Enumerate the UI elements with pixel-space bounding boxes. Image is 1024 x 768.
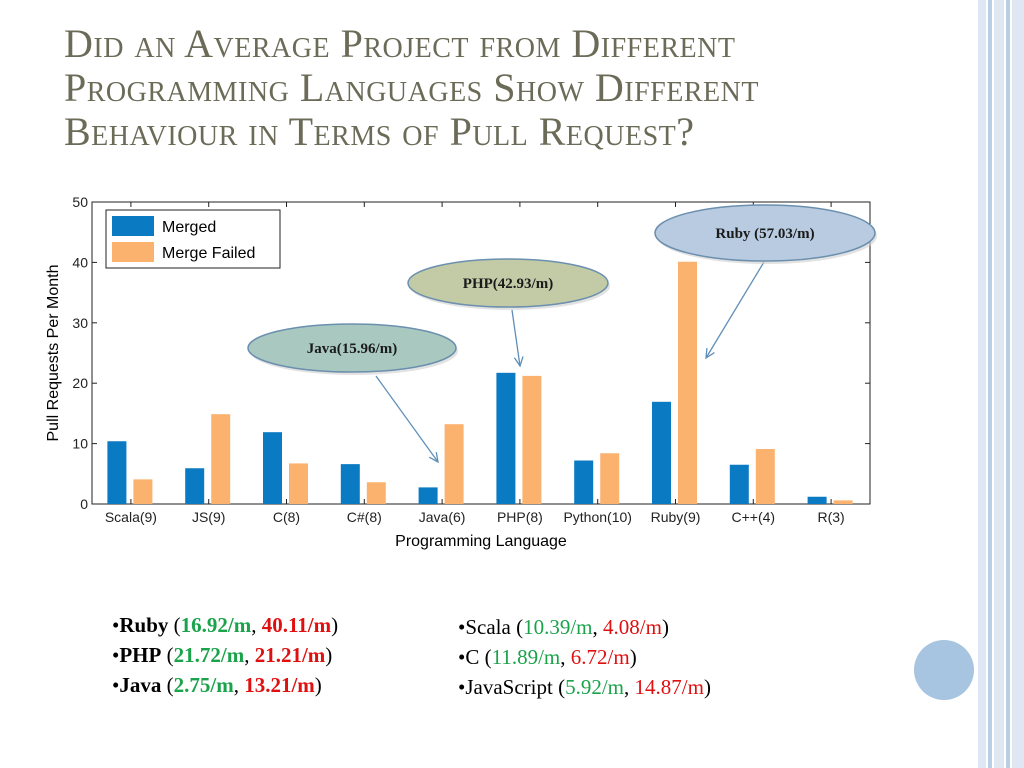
bar-merge-failed	[366, 482, 386, 504]
bar-merged	[729, 464, 749, 504]
decor-stripe	[1006, 0, 1010, 768]
y-tick-label: 40	[72, 254, 88, 270]
y-tick-label: 20	[72, 375, 88, 391]
bullet-lang: JavaScript	[465, 675, 553, 699]
y-tick-label: 50	[72, 194, 88, 210]
bullet-item: •Ruby (16.92/m, 40.11/m)	[112, 613, 339, 637]
decor-stripe	[994, 0, 1004, 768]
title-line: Programming Languages Show Different	[64, 65, 759, 110]
bullet-item: •PHP (21.72/m, 21.21/m)	[112, 643, 333, 667]
callout-arrow-head	[513, 356, 524, 368]
y-axis-label: Pull Requests Per Month	[45, 265, 62, 442]
bullet-item: •Scala (10.39/m, 4.08/m)	[458, 615, 669, 639]
merged-value: 5.92/m	[565, 675, 625, 699]
bar-merged	[107, 441, 127, 504]
bullet-lang: C	[465, 645, 480, 669]
bar-merge-failed	[133, 479, 153, 504]
callout-bubble	[247, 323, 457, 373]
callout-arrow-line	[705, 261, 765, 359]
title-line: Behaviour in Terms of Pull Request?	[64, 109, 695, 154]
legend-label: Merged	[162, 219, 216, 236]
bar-merged	[263, 432, 282, 504]
callout-arrow-head	[428, 452, 439, 464]
bar-merged	[496, 372, 516, 504]
callout-label: Java(15.96/m)	[307, 341, 397, 357]
decor-circle	[914, 640, 974, 700]
failed-value: 40.11/m	[261, 613, 332, 637]
callout-label: PHP(42.93/m)	[463, 276, 553, 292]
x-tick-label: Scala(9)	[105, 509, 157, 525]
bar-merged	[185, 468, 205, 504]
merged-value: 11.89/m	[491, 645, 561, 669]
x-tick-label: PHP(8)	[497, 509, 543, 525]
x-tick-label: Java(6)	[419, 509, 466, 525]
bar-merge-failed	[755, 449, 775, 504]
bar-merge-failed	[678, 261, 697, 504]
bullet-lang: Java	[119, 673, 162, 697]
bar-merged	[652, 401, 671, 504]
decor-stripe	[978, 0, 986, 768]
slide-title: Did an Average Project from Different Pr…	[64, 22, 944, 154]
legend-label: Merge Failed	[162, 245, 255, 262]
bullet-lang: Scala	[465, 615, 511, 639]
bar-merged	[807, 496, 827, 504]
x-tick-label: C(8)	[273, 509, 300, 525]
bar-merge-failed	[289, 463, 308, 504]
legend-swatch	[112, 242, 154, 262]
callout-bubble	[654, 204, 876, 262]
callout-arrow-line	[511, 309, 521, 367]
x-tick-label: C#(8)	[347, 509, 382, 525]
x-axis-label: Programming Language	[395, 533, 567, 550]
bar-merge-failed	[833, 500, 853, 504]
x-tick-label: C++(4)	[732, 509, 776, 525]
decor-stripe	[1012, 0, 1024, 768]
failed-value: 14.87/m	[634, 675, 704, 699]
x-tick-label: Python(10)	[563, 509, 631, 525]
bar-merged	[418, 487, 438, 504]
bar-merged	[574, 460, 594, 504]
merged-value: 2.75/m	[173, 673, 234, 697]
bullet-item: •JavaScript (5.92/m, 14.87/m)	[458, 675, 711, 699]
bar-merge-failed	[600, 453, 620, 504]
merged-value: 21.72/m	[173, 643, 245, 667]
failed-value: 6.72/m	[570, 645, 630, 669]
bullet-item: •C (11.89/m, 6.72/m)	[458, 645, 637, 669]
x-tick-label: JS(9)	[192, 509, 225, 525]
bullets-left: •Ruby (16.92/m, 40.11/m) •PHP (21.72/m, …	[112, 610, 338, 700]
failed-value: 4.08/m	[603, 615, 662, 639]
failed-value: 21.21/m	[254, 643, 326, 667]
bullet-lang: PHP	[119, 643, 162, 667]
callout-bubble	[407, 258, 609, 308]
merged-value: 16.92/m	[180, 613, 252, 637]
legend-swatch	[112, 216, 154, 236]
x-tick-label: R(3)	[817, 509, 844, 525]
decor-stripe	[988, 0, 992, 768]
bullets-right: •Scala (10.39/m, 4.08/m) •C (11.89/m, 6.…	[458, 612, 711, 702]
bullet-lang: Ruby	[119, 613, 169, 637]
merged-value: 10.39/m	[523, 615, 593, 639]
y-tick-label: 0	[80, 496, 88, 512]
title-line: Did an Average Project from Different	[64, 21, 736, 66]
callout-arrow-head	[705, 347, 715, 360]
y-tick-label: 10	[72, 436, 88, 452]
failed-value: 13.21/m	[244, 673, 315, 697]
bar-merge-failed	[522, 375, 542, 504]
x-tick-label: Ruby(9)	[651, 509, 701, 525]
bar-merge-failed	[444, 424, 464, 504]
bar-merge-failed	[211, 414, 231, 504]
bullet-item: •Java (2.75/m, 13.21/m)	[112, 673, 322, 697]
callout-label: Ruby (57.03/m)	[715, 226, 814, 242]
callout-arrow-line	[375, 375, 439, 463]
y-tick-label: 30	[72, 315, 88, 331]
bar-merged	[340, 464, 360, 504]
